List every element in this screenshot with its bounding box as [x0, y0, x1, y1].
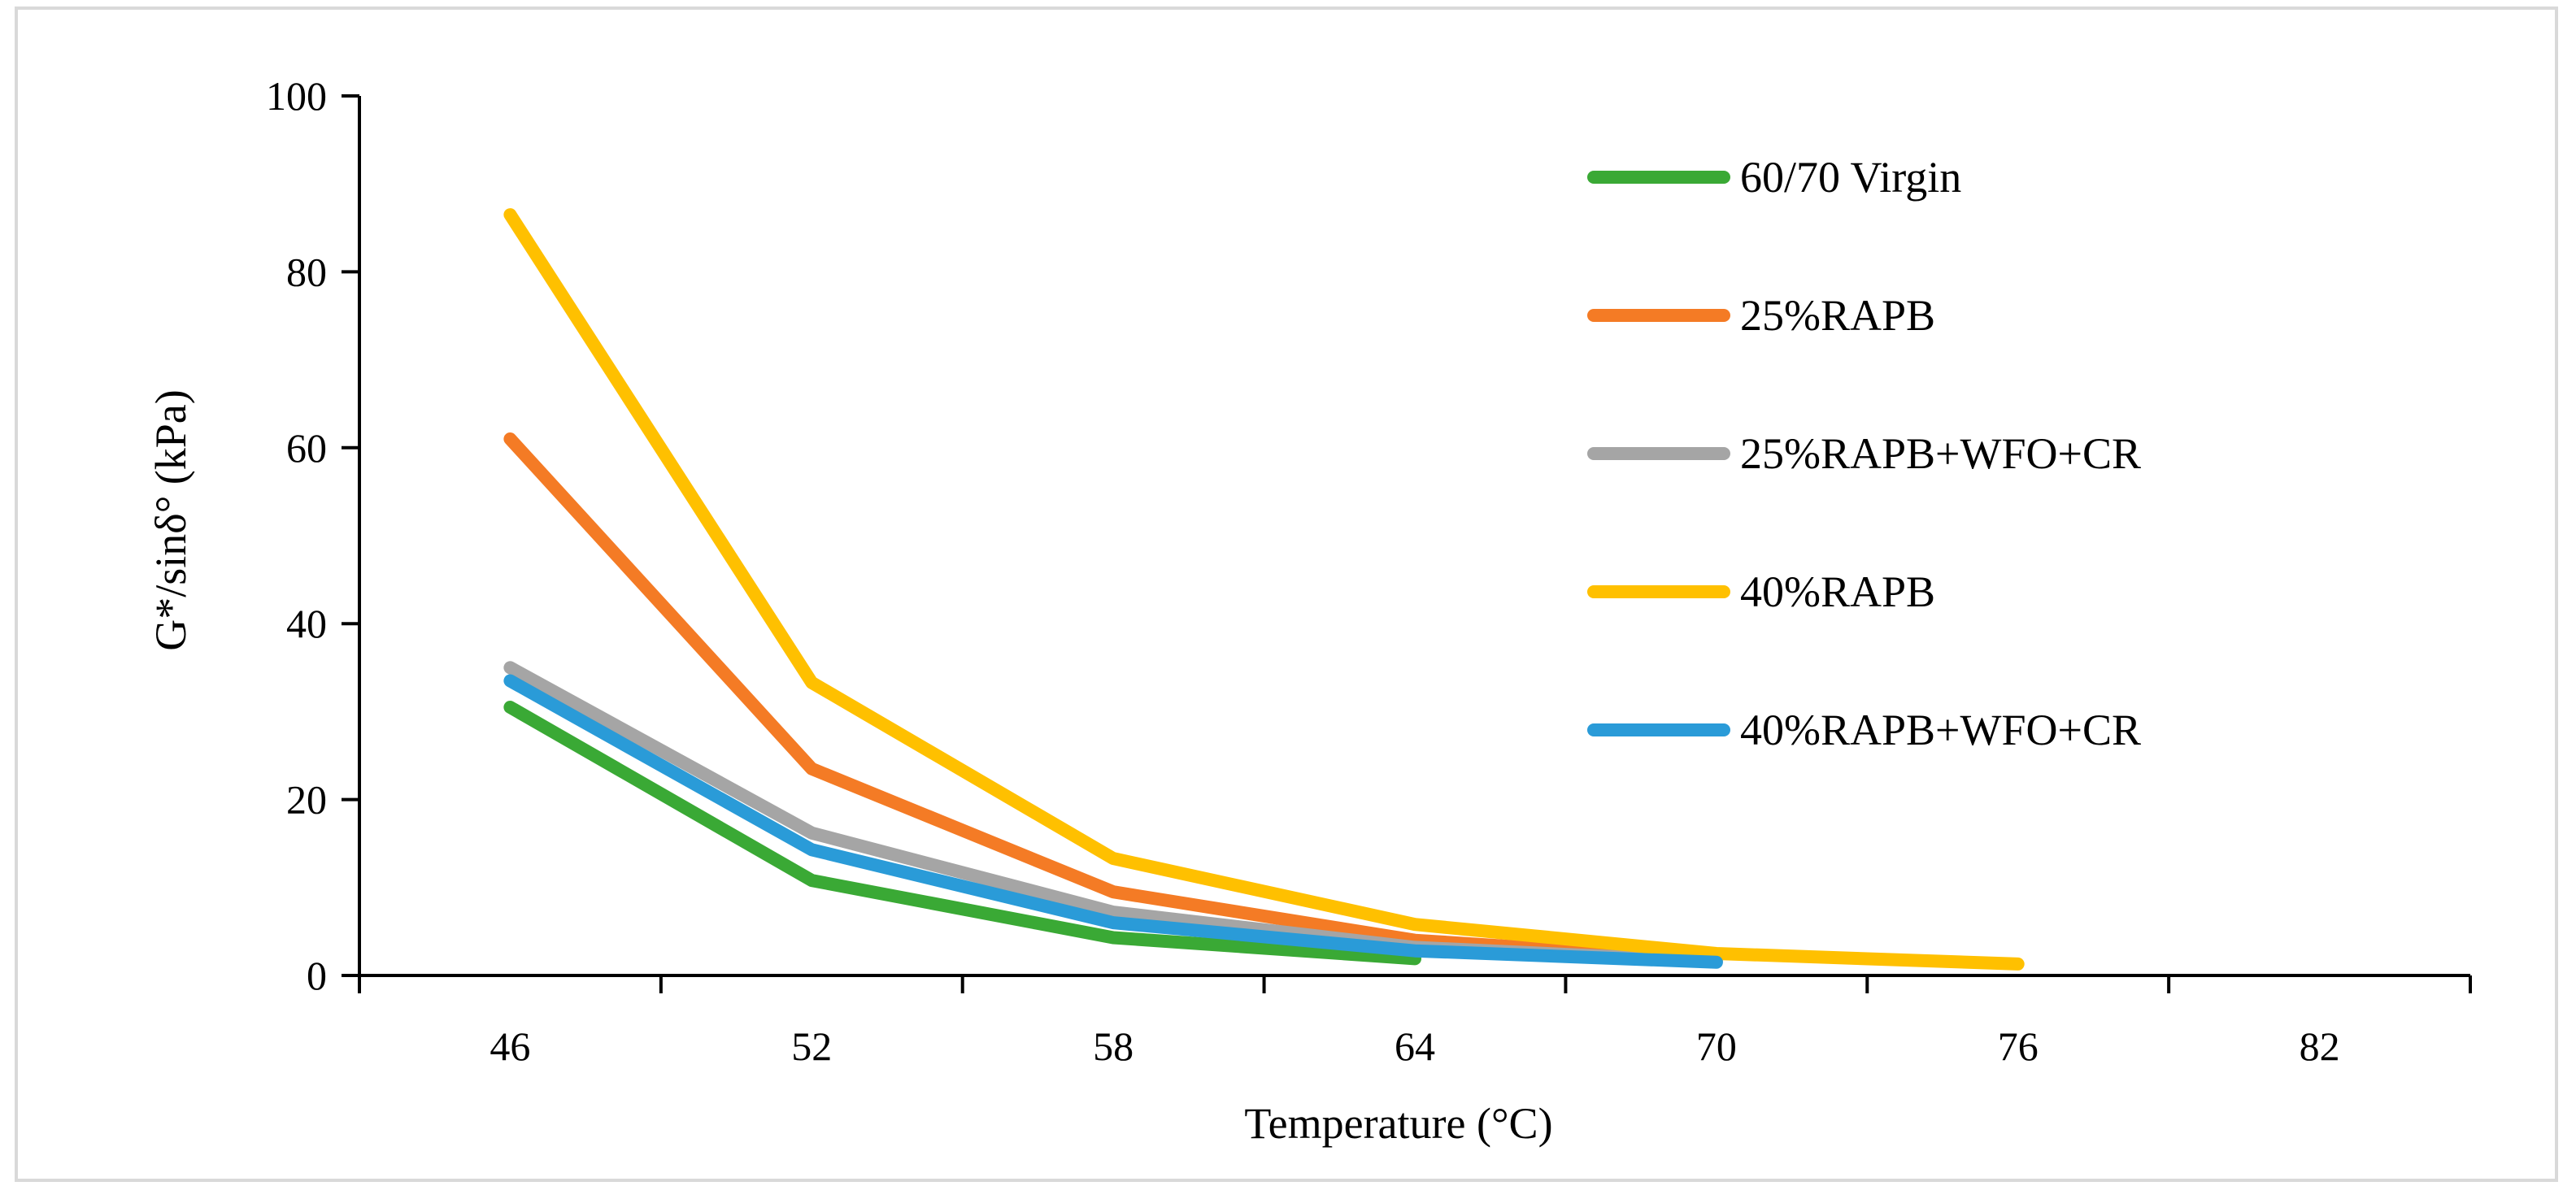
y-tick-label: 80: [286, 249, 327, 294]
legend-label: 40%RAPB+WFO+CR: [1740, 706, 2141, 754]
x-tick-label: 64: [1395, 1023, 1435, 1069]
series-line-5: [503, 674, 1723, 969]
y-axis-title: G*/sinδ° (kPa): [146, 389, 195, 651]
y-tick-label: 40: [286, 601, 327, 646]
legend: 60/70 Virgin 25%RAPB 25%RAPB+WFO+CR 40%RAPB…: [1587, 153, 2141, 754]
legend-label: 40%RAPB: [1740, 567, 1935, 616]
y-tick-label: 100: [266, 73, 327, 119]
x-tick-label: 58: [1093, 1023, 1134, 1069]
x-tick-label: 52: [791, 1023, 832, 1069]
y-tick-label: 60: [286, 425, 327, 471]
y-tick-label: 0: [307, 953, 327, 998]
legend-label: 25%RAPB: [1740, 291, 1935, 340]
legend-label: 60/70 Virgin: [1740, 153, 1961, 202]
legend-label: 25%RAPB+WFO+CR: [1740, 429, 2141, 478]
x-tick-label: 76: [1998, 1023, 2039, 1069]
x-tick-label: 70: [1696, 1023, 1737, 1069]
axes-layer: [342, 94, 2472, 993]
series-line-1: [503, 701, 1421, 966]
series-line-2: [503, 432, 1723, 967]
x-tick-label: 82: [2300, 1023, 2340, 1069]
x-tick-label: 46: [490, 1023, 530, 1069]
series-layer: [503, 208, 2025, 971]
chart-frame: [15, 7, 2558, 1182]
y-tick-label: 20: [286, 777, 327, 823]
series-line-4: [503, 208, 2025, 971]
x-axis-title: Temperature (°C): [1244, 1099, 1552, 1148]
labels-layer: 0 20 40 60 80 100 46 52 58 64 70 76 82: [266, 73, 2340, 1069]
